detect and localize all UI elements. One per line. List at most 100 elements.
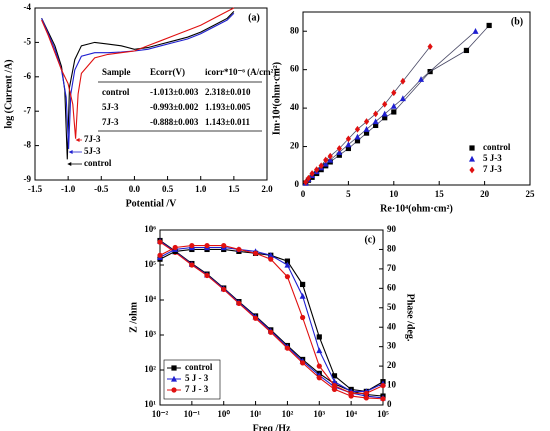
legend-marker <box>171 365 177 371</box>
table-cell: 1.143±0.011 <box>205 117 250 127</box>
y-tick-label: -7 <box>24 105 32 115</box>
annotation: 5J-3 <box>84 146 101 156</box>
x-tick-label: 10 <box>389 189 399 199</box>
data-point <box>189 262 195 268</box>
data-point <box>380 382 386 389</box>
data-point <box>268 256 274 262</box>
y-tick-label: 10⁶ <box>144 224 156 234</box>
x-tick-label: 10³ <box>313 409 325 419</box>
data-point <box>363 118 370 125</box>
y-axis-label: log (Current /A) <box>3 59 14 128</box>
plot-frame <box>159 229 384 406</box>
legend-marker <box>469 145 475 151</box>
y-axis-label: Im·10⁴(ohm·cm²) <box>271 62 282 135</box>
data-point <box>316 347 323 354</box>
data-point <box>331 382 338 389</box>
series-line <box>41 7 235 139</box>
data-point <box>204 272 210 279</box>
data-point <box>252 315 259 321</box>
x-tick-label: 15 <box>435 189 445 199</box>
data-point <box>463 47 470 54</box>
x-tick-label: 0.5 <box>162 184 174 194</box>
data-point <box>221 242 227 249</box>
x-tick-label: 2.0 <box>261 184 273 194</box>
legend-marker <box>171 387 177 393</box>
data-point <box>354 125 361 133</box>
table-cell: -1.013±0.003 <box>150 87 199 97</box>
data-point <box>345 145 351 152</box>
x-tick-label: 25 <box>526 189 536 199</box>
fit-line <box>305 46 431 183</box>
data-point <box>382 100 388 108</box>
y-tick-label: 80 <box>290 25 300 35</box>
x-tick-label: -1.0 <box>61 184 76 194</box>
data-point <box>345 141 352 148</box>
y2-axis-label: Phase /deg. <box>405 294 416 342</box>
data-point <box>336 145 342 152</box>
table-cell: -0.888±0.003 <box>150 117 199 127</box>
plot-frame <box>302 11 531 186</box>
x-tick-label: 10⁻² <box>152 409 169 419</box>
data-point <box>323 156 329 164</box>
data-point <box>363 390 369 396</box>
y-tick-label: 20 <box>290 141 300 151</box>
x-axis-label: Re·10⁴(ohm·cm²) <box>380 203 453 214</box>
data-point <box>221 286 227 293</box>
data-point <box>331 386 338 392</box>
y2-tick-label: 0 <box>387 399 392 409</box>
data-point <box>363 130 370 136</box>
data-point <box>267 252 274 258</box>
y-tick-label: -6 <box>24 71 32 81</box>
legend-label: control <box>185 362 213 372</box>
data-point <box>314 166 320 174</box>
table-header: icorr*10⁻⁶ (A/cm²) <box>205 67 276 77</box>
data-point <box>472 28 479 34</box>
data-point <box>316 334 322 340</box>
x-tick-label: 10⁰ <box>217 409 230 419</box>
data-point <box>336 152 342 158</box>
y-tick-label: 10⁵ <box>144 259 156 269</box>
legend-marker <box>171 375 177 382</box>
data-point <box>284 261 291 268</box>
x-tick-label: -1.5 <box>28 184 43 194</box>
y2-tick-label: 60 <box>387 282 397 292</box>
data-point <box>373 110 379 118</box>
data-point <box>236 246 242 253</box>
x-tick-label: 0.0 <box>129 184 141 194</box>
fit-line <box>305 25 490 184</box>
data-point <box>336 149 343 155</box>
panel-label: (b) <box>511 16 523 27</box>
x-tick-label: -0.5 <box>94 184 109 194</box>
data-point <box>363 126 370 132</box>
data-point <box>300 314 306 321</box>
x-tick-label: 10⁴ <box>345 409 357 419</box>
panel-label: (c) <box>364 234 375 245</box>
y-tick-label: 10³ <box>144 329 156 339</box>
data-point <box>300 281 306 288</box>
x-tick-label: 1.0 <box>195 184 207 194</box>
y2-tick-label: 50 <box>387 302 397 312</box>
x-tick-label: 10² <box>282 409 294 419</box>
y-tick-label: -8 <box>24 140 32 150</box>
data-point <box>382 115 388 121</box>
y-tick-label: 10² <box>144 364 156 374</box>
data-point <box>316 375 322 381</box>
data-point <box>372 118 379 125</box>
y2-tick-label: 20 <box>387 360 397 370</box>
x-tick-label: 0 <box>301 189 306 199</box>
table-cell: 7J-3 <box>102 117 119 127</box>
y-tick-label: 10⁴ <box>144 294 156 304</box>
x-tick-label: 10⁻¹ <box>184 409 201 419</box>
y2-tick-label: 90 <box>387 224 397 234</box>
legend-label: control <box>483 142 511 152</box>
y-axis-label: Z /ohm <box>128 301 139 333</box>
data-point <box>252 250 259 256</box>
arrow-head <box>75 138 80 142</box>
data-point <box>322 160 329 167</box>
y-tick-label: 0 <box>295 179 300 189</box>
y-tick-label: -4 <box>24 2 32 12</box>
data-point <box>380 396 386 402</box>
data-point <box>373 122 379 129</box>
x-tick-label: 5 <box>346 189 351 199</box>
data-point <box>318 162 324 170</box>
